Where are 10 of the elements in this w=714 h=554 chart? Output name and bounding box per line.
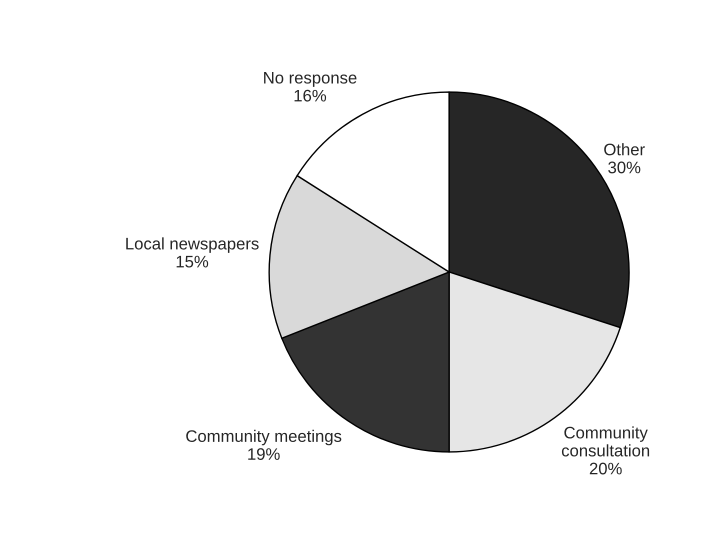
slice-label: Community meetings	[186, 430, 342, 446]
slice-label: Other	[604, 143, 645, 156]
data-label: 15%	[176, 256, 208, 268]
data-label: 19%	[248, 448, 280, 460]
data-label: 30%	[608, 162, 640, 174]
data-label: 20%	[590, 462, 622, 474]
slice-label: Community consultation	[562, 426, 650, 457]
slice-label: No response	[264, 72, 356, 87]
data-label: 16%	[294, 90, 326, 102]
slice-label: Local newspapers	[126, 237, 259, 253]
